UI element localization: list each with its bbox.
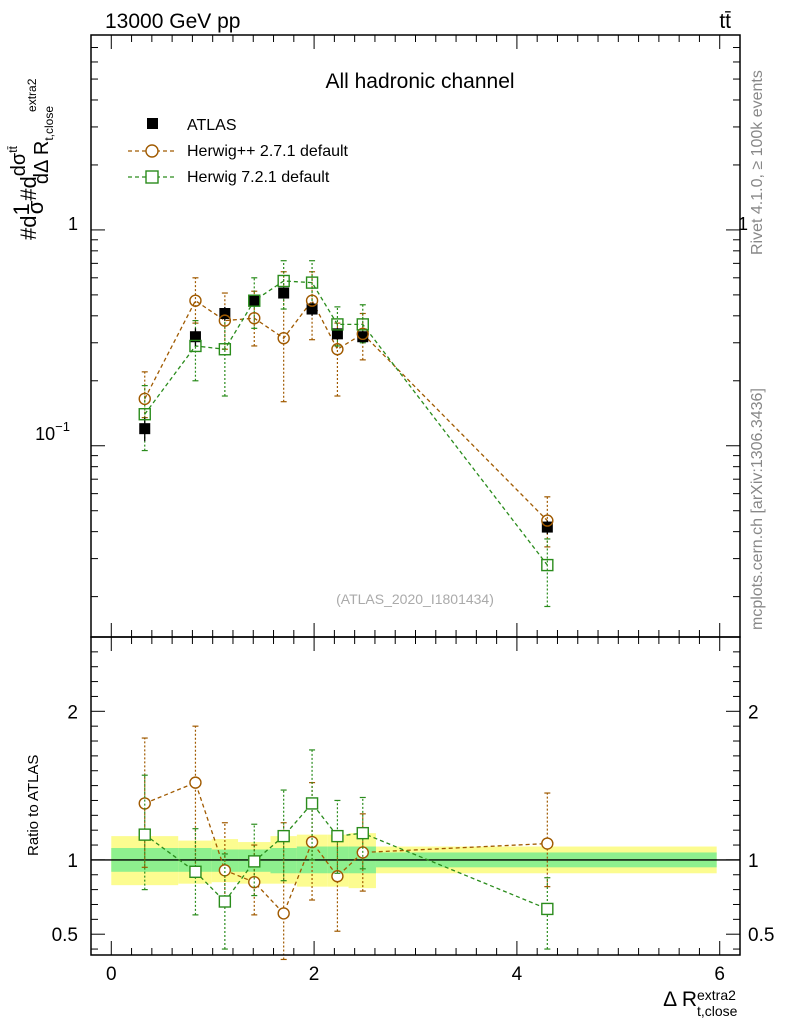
legend: ATLAS Herwig++ 2.7.1 default Herwig 7.2.… [128,117,349,186]
herwig7-point [189,339,202,353]
xtick-label: 4 [512,964,523,985]
upper-ytick-label-0.1: 10−1 [35,419,70,444]
ratio-herwigpp-point [541,837,554,850]
lower-tick-labels: 0.5 0.5 1 1 2 2 0 2 4 6 [52,702,775,985]
upper-plot-area [91,34,740,637]
lower-ytick-label: 0.5 [52,925,78,946]
upper-ylabel: #d1σ#ddσtt̄ dΔ Rt,closeextra2 [6,78,56,240]
upper-ytick-label-1: 1 [68,214,78,234]
herwigpp-point [218,314,232,327]
ratio-herwigpp-point [189,776,202,789]
herwig7-point [331,318,344,331]
ratio-line-1 [144,802,548,910]
ratio-line-0 [144,781,548,915]
legend-herwigpp-marker [145,144,159,158]
x-axis-label-sub: t,close [697,1003,738,1019]
lower-ylabel: Ratio to ATLAS [25,755,42,856]
legend-atlas-label: ATLAS [187,117,237,134]
herwigpp-point [331,343,344,356]
legend-atlas-marker [147,118,158,129]
x-axis-label: Δ R [663,988,697,1011]
energy-label: 13000 GeV pp [105,10,240,33]
upper-ytick-label-right-1: 1 [738,214,748,234]
lower-ytick-label: 1 [67,851,78,872]
ratio-herwig7-point [248,855,261,868]
herwigpp-point [277,332,290,345]
herwigpp-point [541,514,554,527]
herwigpp-point [248,311,261,325]
herwigpp-point [189,294,202,307]
chart-title: All hadronic channel [325,70,514,93]
atlas-point [219,307,231,319]
xtick-label: 6 [714,964,725,985]
mcplots-label: mcplots.cern.ch [arXiv:1306.3436] [749,388,766,630]
atlas-point [278,287,290,299]
lower-ytick-label-right: 0.5 [748,925,774,946]
herwigpp-point [138,392,151,406]
analysis-watermark: (ATLAS_2020_I1801434) [336,591,494,607]
atlas-point [189,331,201,343]
herwig7-point [248,294,261,307]
ratio-herwig7-point [305,797,319,810]
herwig7-point [541,558,554,572]
herwig7-point [138,408,151,421]
lower-ytick-label-right: 2 [748,702,759,723]
lower-ytick-label-right: 1 [748,851,759,872]
herwig7-point [277,274,290,288]
lower-frame [90,636,741,956]
ratio-herwig7-point [218,895,232,908]
atlas-point [541,521,553,533]
herwigpp-point [305,294,319,307]
upper-line-2 [144,280,548,566]
ratio-herwigpp-point [277,907,290,920]
legend-herwig7-label: Herwig 7.2.1 default [187,169,330,186]
herwig7-point [356,318,369,331]
herwig7-point [305,276,319,289]
atlas-point [248,295,260,307]
legend-herwigpp-label: Herwig++ 2.7.1 default [187,143,349,160]
xtick-label: 2 [309,964,320,985]
atlas-point [306,303,318,315]
ratio-herwigpp-point [218,864,232,877]
atlas-point [139,423,151,435]
rivet-version-label: Rivet 4.1.0, ≥ 100k events [749,70,766,255]
ratio-herwigpp-point [138,797,151,810]
ratio-herwig7-point [189,865,202,878]
herwigpp-point [356,327,369,341]
ratio-herwig7-point [356,826,369,840]
lower-ytick-label: 2 [67,702,78,723]
lower-panel: 0.5 0.5 1 1 2 2 0 2 4 6 Ratio to ATLAS Δ R extra2… [25,636,775,1019]
ratio-herwig7-point [541,902,554,916]
ratio-herwig7-point [277,829,290,843]
atlas-point [331,328,343,340]
upper-panel: All hadronic channel (ATLAS_2020_I180143… [35,34,748,638]
herwig7-point [218,343,232,356]
process-label: tt̄ [719,10,731,33]
x-axis-label-sup: extra2 [697,987,736,1003]
ratio-herwig7-point [331,829,344,843]
legend-herwig7-marker [145,170,159,184]
xtick-label: 0 [106,964,117,985]
atlas-point [357,331,369,343]
upper-line-1 [144,299,548,522]
ratio-herwig7-point [138,828,151,841]
lower-plot-area [91,636,740,961]
